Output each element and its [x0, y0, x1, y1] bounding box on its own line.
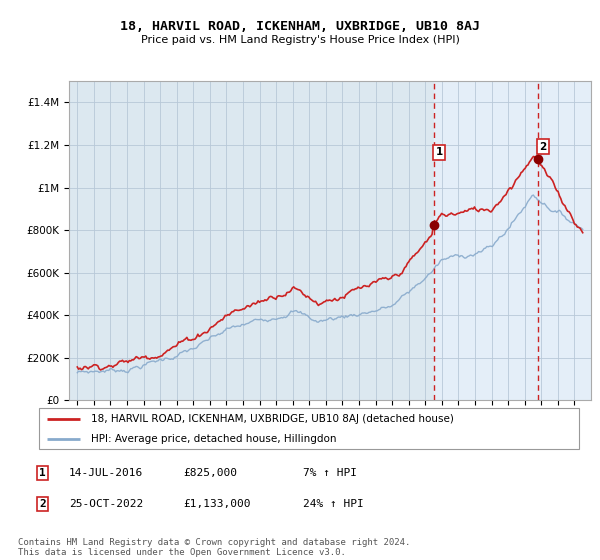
- Text: 2: 2: [539, 142, 547, 152]
- Text: Contains HM Land Registry data © Crown copyright and database right 2024.
This d: Contains HM Land Registry data © Crown c…: [18, 538, 410, 557]
- Text: HPI: Average price, detached house, Hillingdon: HPI: Average price, detached house, Hill…: [91, 434, 336, 444]
- Text: 1: 1: [39, 468, 46, 478]
- Text: 18, HARVIL ROAD, ICKENHAM, UXBRIDGE, UB10 8AJ (detached house): 18, HARVIL ROAD, ICKENHAM, UXBRIDGE, UB1…: [91, 414, 454, 424]
- Text: 7% ↑ HPI: 7% ↑ HPI: [303, 468, 357, 478]
- Text: 25-OCT-2022: 25-OCT-2022: [69, 499, 143, 509]
- Text: 14-JUL-2016: 14-JUL-2016: [69, 468, 143, 478]
- Bar: [434, 81, 591, 400]
- Text: 1: 1: [436, 147, 443, 157]
- Text: Price paid vs. HM Land Registry's House Price Index (HPI): Price paid vs. HM Land Registry's House …: [140, 35, 460, 45]
- Text: £825,000: £825,000: [183, 468, 237, 478]
- Text: 18, HARVIL ROAD, ICKENHAM, UXBRIDGE, UB10 8AJ: 18, HARVIL ROAD, ICKENHAM, UXBRIDGE, UB1…: [120, 20, 480, 32]
- Text: 2: 2: [39, 499, 46, 509]
- Text: £1,133,000: £1,133,000: [183, 499, 251, 509]
- Text: 24% ↑ HPI: 24% ↑ HPI: [303, 499, 364, 509]
- FancyBboxPatch shape: [39, 408, 579, 450]
